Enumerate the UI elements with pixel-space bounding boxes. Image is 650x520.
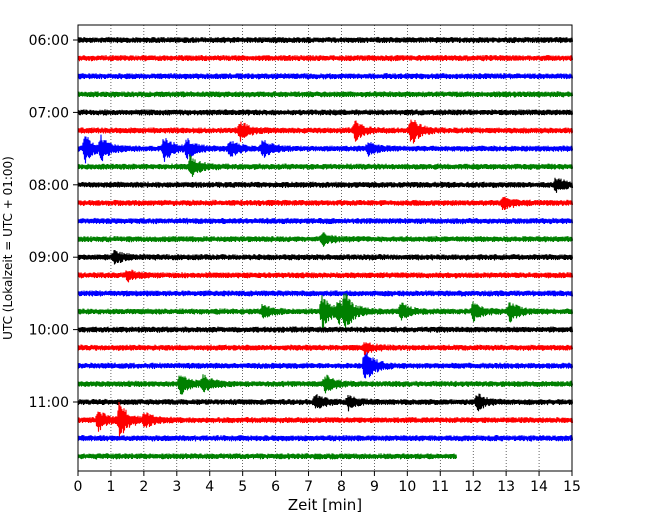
x-tick-label-5: 5: [238, 479, 247, 495]
x-tick-label-7: 7: [304, 479, 313, 495]
trace-09:15: [77, 269, 574, 283]
plot-frame: [77, 24, 573, 472]
trace-10:15: [77, 342, 574, 356]
x-tick-label-11: 11: [431, 479, 449, 495]
trace-07:30: [77, 134, 574, 164]
y-axis: 06:00 07:00 08:00 09:00 10:00 11:00: [29, 33, 78, 411]
trace-07:15: [77, 119, 574, 144]
trace-11:30: [77, 434, 574, 442]
y-tick-label-09:00: 09:00: [29, 250, 69, 266]
grid-lines: [110, 25, 540, 471]
x-tick-label-10: 10: [398, 479, 416, 495]
x-tick-label-9: 9: [370, 479, 379, 495]
trace-06:45: [77, 91, 574, 98]
x-axis: 0 1 2 3 4 5 6 7 8 9 10 11 12 13 14 15: [74, 471, 581, 495]
trace-09:00: [77, 249, 574, 265]
y-tick-label-06:00: 06:00: [29, 33, 69, 49]
trace-08:15: [77, 196, 574, 211]
trace-07:45: [77, 154, 574, 177]
trace-group: [77, 36, 574, 460]
trace-06:15: [77, 54, 574, 62]
trace-09:45: [77, 293, 574, 332]
trace-11:15: [77, 401, 574, 438]
trace-10:45: [77, 374, 574, 395]
trace-10:00: [77, 326, 574, 333]
y-axis-label: UTC (Lokalzeit = UTC + 01:00): [1, 156, 15, 340]
y-tick-label-08:00: 08:00: [29, 178, 69, 194]
x-tick-label-15: 15: [563, 479, 581, 495]
trace-07:00: [77, 109, 574, 116]
x-axis-label: Zeit [min]: [288, 496, 362, 514]
x-tick-label-14: 14: [530, 479, 548, 495]
x-tick-label-0: 0: [74, 479, 83, 495]
trace-11:45: [77, 453, 458, 460]
x-tick-label-4: 4: [205, 479, 214, 495]
trace-11:00: [77, 393, 574, 412]
x-tick-label-3: 3: [172, 479, 181, 495]
x-tick-label-12: 12: [464, 479, 482, 495]
trace-08:30: [77, 217, 574, 225]
trace-08:00: [77, 177, 574, 193]
trace-06:30: [77, 72, 574, 80]
trace-08:45: [77, 232, 574, 247]
trace-06:00: [77, 36, 574, 44]
trace-10:30: [77, 352, 574, 379]
y-tick-label-11:00: 11:00: [29, 395, 69, 411]
x-tick-label-13: 13: [497, 479, 515, 495]
x-tick-label-2: 2: [139, 479, 148, 495]
x-tick-label-6: 6: [271, 479, 280, 495]
trace-09:30: [77, 290, 574, 297]
x-tick-label-8: 8: [337, 479, 346, 495]
y-tick-label-10:00: 10:00: [29, 323, 69, 339]
y-tick-label-07:00: 07:00: [29, 105, 69, 121]
x-tick-label-1: 1: [106, 479, 115, 495]
